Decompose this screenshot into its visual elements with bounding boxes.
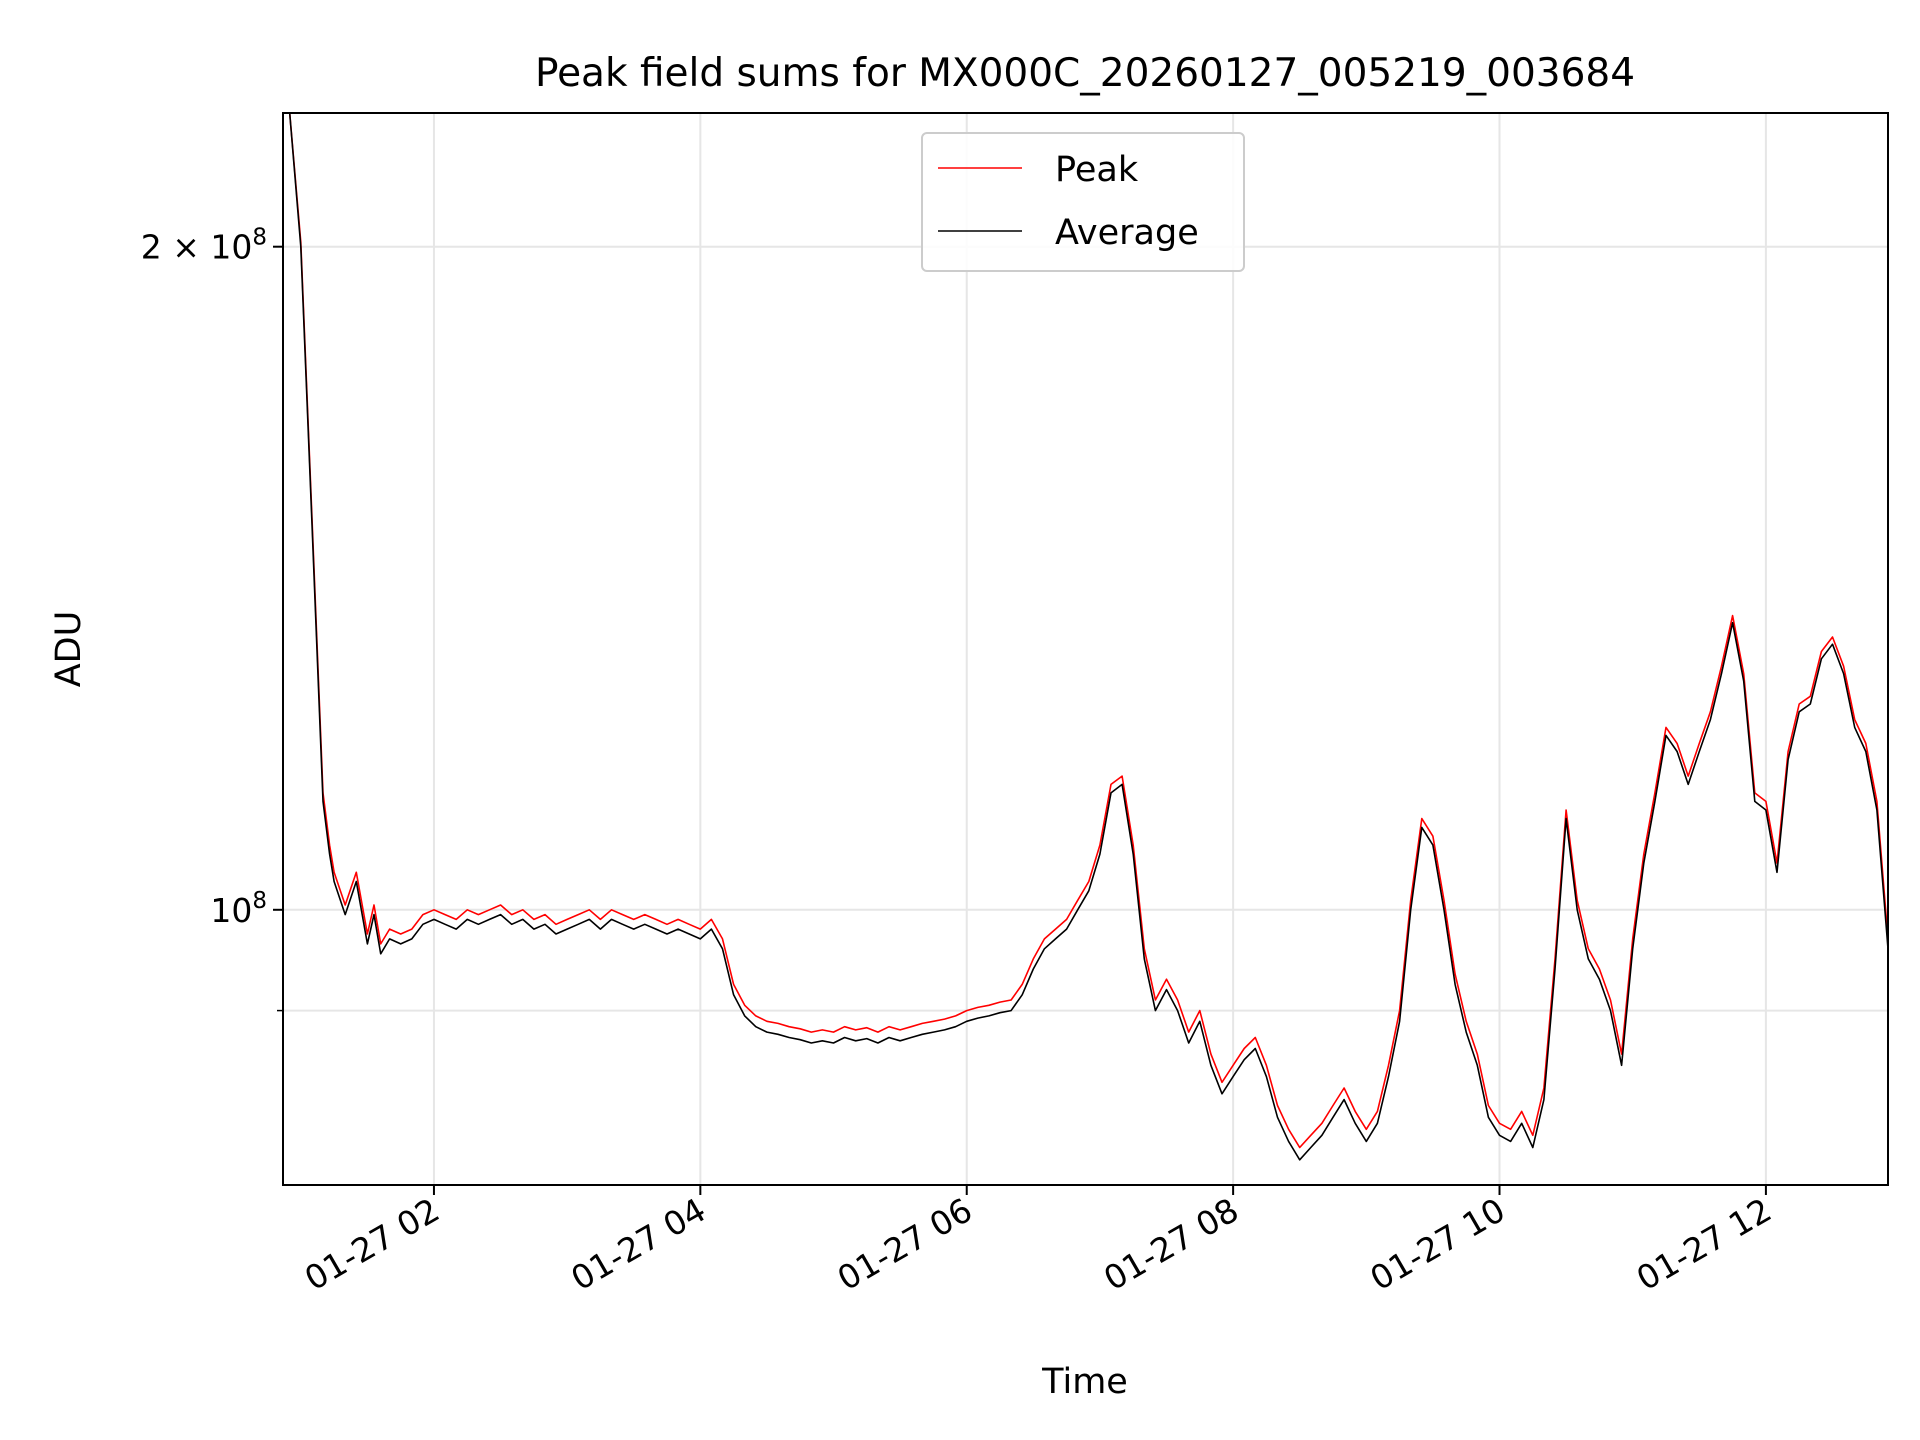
y-tick-label: 108 [210,888,267,930]
x-tick-label: 01-27 04 [564,1190,712,1298]
x-tick-label: 01-27 02 [298,1190,446,1298]
legend-label-average: Average [1055,213,1199,253]
chart-title: Peak field sums for MX000C_20260127_0052… [535,51,1635,96]
plot-area-frame [282,112,1889,1186]
y-tick-label-exponent: 8 [252,225,267,251]
y-tick-label-exponent: 8 [252,888,267,914]
x-tick-label: 01-27 12 [1630,1190,1778,1298]
legend: Peak Average [921,132,1245,272]
legend-label-peak: Peak [1055,150,1139,190]
grid-lines [283,113,1888,1185]
axis-ticks: 01-27 02 01-27 04 01-27 06 01-27 08 01-27 10… [141,225,1778,1298]
y-tick-label-base: 2 × 10 [141,228,253,267]
y-axis-label: ADU [49,611,89,688]
x-axis-label: Time [1041,1362,1128,1402]
x-tick-label: 01-27 10 [1364,1190,1512,1298]
series-lines [283,112,1889,1161]
y-tick-label: 2 × 108 [141,225,267,267]
x-tick-label: 01-27 06 [831,1190,979,1298]
x-tick-label: 01-27 08 [1097,1190,1245,1298]
y-tick-label-base: 10 [210,891,252,930]
series-line-average [283,112,1889,1161]
series-line-peak [283,112,1889,1149]
